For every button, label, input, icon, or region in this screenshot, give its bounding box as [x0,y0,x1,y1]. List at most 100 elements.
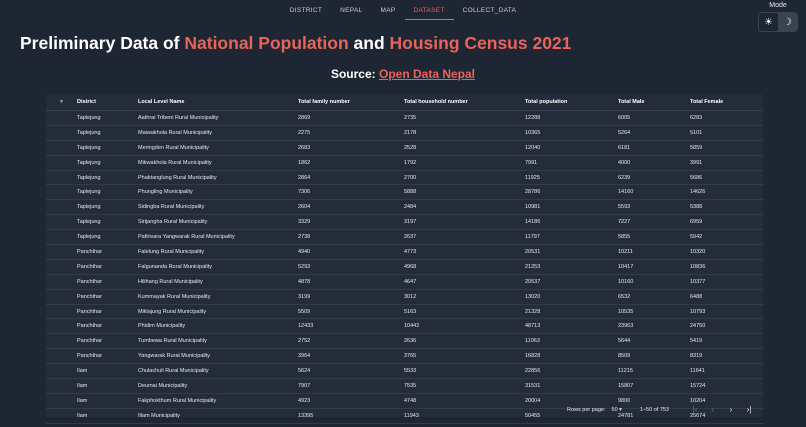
column-header-local-level[interactable]: Local Level Name [138,94,298,111]
column-header-male[interactable]: Total Male [618,94,690,111]
cell-total-family: 2864 [298,170,404,186]
source-line: Source: Open Data Nepal [0,67,806,81]
cell-total-male: 11215 [618,363,690,380]
row-spacer [46,214,77,231]
table-row[interactable]: Panchthar Hilihang Rural Municipality 4878… [46,274,763,290]
cell-total-household: 5888 [404,184,525,201]
row-spacer [46,184,77,201]
rows-per-page-label: Rows per page: [566,406,606,413]
cell-total-male: 9800 [618,393,690,409]
cell-total-household: 7535 [404,378,525,394]
sun-icon[interactable]: ☀ [759,13,778,31]
cell-total-male: 6181 [618,140,690,156]
table-row[interactable]: Ilam Deumai Municipality 7907 7535 31531 1580… [46,378,763,394]
cell-local-level-name: Falgunanda Rural Municipality [138,259,298,275]
cell-total-population: 16828 [525,348,618,365]
mode-switcher: Mode ☀ ☽ [758,2,798,32]
cell-total-family: 2604 [298,199,404,216]
cell-total-population: 14186 [525,214,618,231]
cell-total-family: 2752 [298,333,404,350]
cell-total-male: 5855 [618,229,690,246]
table-row[interactable]: Taplejung Maiwakhola Rural Municipality 22… [46,125,763,141]
row-spacer [46,378,77,394]
tab-collect-data[interactable]: COLLECT_DATA [462,7,517,14]
column-header-population[interactable]: Total population [525,94,618,111]
rows-per-page-select[interactable]: 50 ▾ [612,407,622,413]
table-row[interactable]: Taplejung Meringden Rural Municipality 268… [46,140,763,156]
cell-total-population: 12288 [525,110,618,126]
moon-icon[interactable]: ☽ [778,13,797,31]
cell-total-population: 7991 [525,155,618,171]
table-row[interactable]: Panchthar Miklajung Rural Municipality 550… [46,304,763,320]
page-title: Preliminary Data of National Population … [20,33,571,54]
table-row[interactable]: Ilam Chulachuli Rural Municipality 5624 553… [46,363,763,380]
table-row[interactable]: Panchthar Phidim Municipality 12433 10442 48… [46,318,763,335]
row-spacer [46,125,77,141]
cell-total-male: 5593 [618,199,690,216]
cell-district: Panchthar [77,348,138,365]
table-row[interactable]: Taplejung Phungling Municipality 7306 5888 2… [46,184,763,201]
mode-toggle: ☀ ☽ [758,12,798,32]
cell-total-population: 50455 [525,408,618,424]
cell-total-female: 3991 [690,155,763,171]
column-header-household[interactable]: Total household number [404,94,525,111]
table-row[interactable]: Panchthar Yangwarak Rural Municipality 396… [46,348,763,365]
row-spacer [46,155,77,171]
cell-total-male: 7227 [618,214,690,231]
cell-total-family: 3964 [298,348,404,365]
table-row[interactable]: Taplejung Pathivara Yangwarak Rural Munic… [46,229,763,246]
cell-total-male: 6239 [618,170,690,186]
table-row[interactable]: Panchthar Tumbewa Rural Municipality 2752 2… [46,333,763,350]
filter-icon[interactable]: ▾ [46,94,77,111]
cell-total-population: 20004 [525,393,618,409]
cell-local-level-name: Fakphokthum Rural Municipality [138,393,298,409]
cell-total-household: 2700 [404,170,525,186]
previous-page-icon[interactable]: ‹ [711,405,715,414]
table-row[interactable]: Ilam Fakphokthum Rural Municipality 4923 47… [46,393,763,409]
tab-nepal[interactable]: NEPAL [340,7,363,14]
column-header-female[interactable]: Total Female [690,94,763,111]
cell-total-female: 24750 [690,318,763,335]
cell-total-family: 4878 [298,274,404,290]
cell-local-level-name: Sirijangha Rural Municipality [138,214,298,231]
cell-district: Taplejung [77,170,138,186]
cell-total-family: 5509 [298,304,404,320]
table-row[interactable]: Taplejung Mikwakhola Rural Municipality 18… [46,155,763,171]
cell-total-household: 10442 [404,318,525,335]
last-page-icon[interactable]: ›| [746,405,752,414]
cell-total-female: 5859 [690,140,763,156]
row-spacer [46,244,77,260]
column-header-family[interactable]: Total family number [298,94,404,111]
cell-total-household: 2178 [404,125,525,141]
tab-district[interactable]: DISTRICT [289,7,323,14]
cell-local-level-name: Kummayak Rural Municipality [138,289,298,305]
table-row[interactable]: Taplejung Phaktanglung Rural Municipality… [46,170,763,186]
cell-local-level-name: Sidingba Rural Municipality [138,199,298,216]
dataset-table: ▾ District Local Level Name Total family… [46,94,763,424]
source-link[interactable]: Open Data Nepal [378,67,476,81]
table-row[interactable]: Ilam Illam Municipality 13395 11943 50455 247… [46,408,763,424]
row-spacer [46,363,77,380]
cell-total-population: 21328 [525,304,618,320]
cell-total-family: 1862 [298,155,404,171]
column-header-district[interactable]: District [77,94,138,111]
tab-map[interactable]: MAP [380,7,396,14]
cell-total-male: 6005 [618,110,690,126]
cell-total-female: 10204 [690,393,763,409]
first-page-icon[interactable]: |‹ [692,405,698,414]
table-row[interactable]: Panchthar Falelung Rural Municipality 4940… [46,244,763,260]
cell-total-household: 4773 [404,244,525,260]
table-row[interactable]: Taplejung Sidingba Rural Municipality 2604… [46,199,763,216]
row-spacer [46,274,77,290]
dataset-table-card: ▾ District Local Level Name Total family… [46,94,763,424]
table-row[interactable]: Taplejung Aathrai Tribeni Rural Municipal… [46,110,763,126]
table-row[interactable]: Taplejung Sirijangha Rural Municipality 33… [46,214,763,231]
tab-dataset[interactable]: DATASET [404,0,454,20]
cell-total-household: 2484 [404,199,525,216]
cell-total-female: 6488 [690,289,763,305]
next-page-icon[interactable]: › [729,405,733,414]
cell-total-family: 5624 [298,363,404,380]
row-spacer [46,348,77,365]
table-row[interactable]: Panchthar Kummayak Rural Municipality 3199… [46,289,763,305]
table-row[interactable]: Panchthar Falgunanda Rural Municipality 52… [46,259,763,275]
